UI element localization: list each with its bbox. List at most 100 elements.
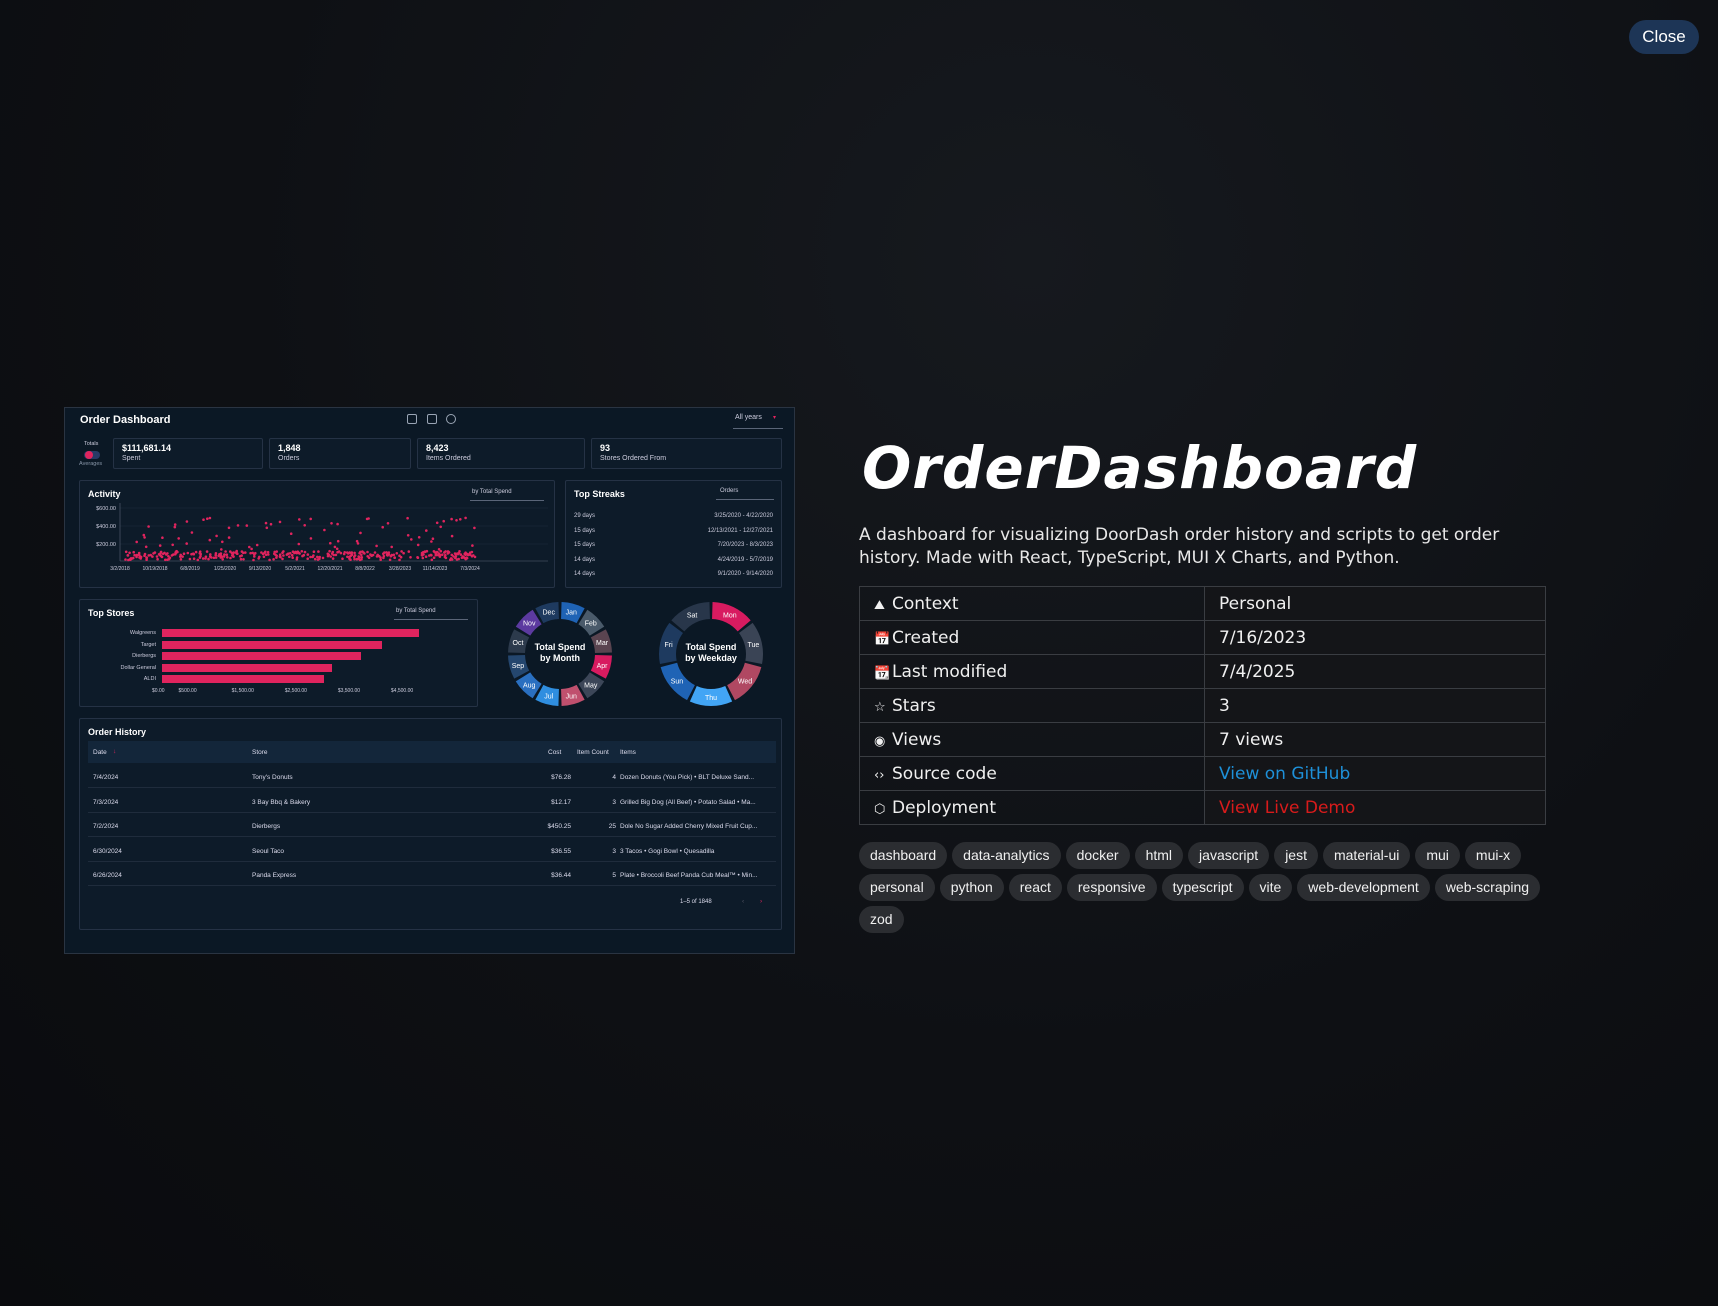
activity-point (198, 550, 202, 553)
weekday-donut: Mon Tue Wed Thu Sun Fri Sat Total Spend by Wee… (659, 602, 763, 706)
preview-title: Order Dashboard (80, 414, 171, 426)
averages-label: Averages (79, 461, 103, 467)
row-cost: $12.17 (551, 798, 571, 806)
meta-value: View on GitHub (1204, 756, 1546, 791)
activity-x-tick: 6/8/2019 (180, 566, 200, 572)
tag-chip[interactable]: dashboard (859, 842, 948, 869)
activity-point (439, 525, 443, 529)
activity-point (264, 521, 268, 525)
activity-point (393, 556, 396, 559)
meta-value: View Live Demo (1204, 790, 1546, 825)
donut-label: Fri (665, 642, 674, 649)
tag-chip[interactable]: docker (1065, 842, 1130, 869)
activity-point (356, 542, 360, 545)
row-cost: $36.44 (551, 872, 571, 879)
activity-point (334, 553, 338, 557)
meta-value: 7 views (1204, 722, 1546, 757)
calendar-icon: 📅 (874, 631, 891, 647)
donut-label: Sep (512, 663, 525, 670)
tag-chip[interactable]: python (939, 874, 1004, 901)
tag-chip[interactable]: personal (859, 874, 935, 901)
activity-point (227, 526, 231, 530)
star-icon: ☆ (874, 699, 886, 715)
activity-point (206, 517, 209, 520)
github-link[interactable]: View on GitHub (1219, 763, 1351, 784)
activity-point (149, 553, 152, 557)
meta-row: ◉ Views 7 views (859, 722, 1546, 757)
chevron-right-icon[interactable]: › (760, 898, 763, 905)
meta-row: ⬡ Deployment View Live Demo (859, 790, 1546, 825)
chevron-left-icon[interactable]: ‹ (742, 898, 745, 905)
activity-x-tick: 3/2/2018 (110, 566, 130, 572)
streak-range: 7/20/2023 - 8/3/2023 (717, 542, 773, 548)
activity-point (235, 551, 238, 555)
code-icon: ‹› (874, 767, 885, 783)
meta-value: Personal (1204, 586, 1546, 621)
tag-chip[interactable]: data-analytics (952, 842, 1061, 869)
activity-y-tick: $200.00 (96, 542, 116, 548)
tag-chip[interactable]: html (1134, 842, 1184, 869)
activity-point (179, 558, 183, 561)
tag-chip[interactable]: typescript (1161, 874, 1244, 901)
activity-point (361, 550, 364, 553)
tag-chip[interactable]: javascript (1188, 842, 1270, 869)
activity-point (264, 553, 268, 556)
tag-chip[interactable]: mui-x (1464, 842, 1522, 869)
tag-chip[interactable]: material-ui (1322, 842, 1411, 869)
activity-point (289, 532, 293, 535)
row-date: 7/4/2024 (93, 774, 119, 781)
activity-point (126, 554, 130, 557)
row-divider (88, 885, 776, 886)
store-bar (162, 663, 332, 672)
activity-point (145, 556, 148, 559)
activity-point (192, 552, 196, 556)
tag-chip[interactable]: vite (1248, 874, 1293, 901)
close-button[interactable]: Close (1629, 20, 1699, 54)
activity-point (398, 554, 401, 557)
activity-point (336, 539, 340, 543)
tag-chip[interactable]: responsive (1066, 874, 1157, 901)
activity-point (208, 516, 212, 520)
tag-chip[interactable]: web-scraping (1434, 874, 1541, 901)
tag-chip[interactable]: mui (1415, 842, 1460, 869)
activity-point (182, 552, 186, 555)
activity-point (128, 551, 131, 555)
activity-point (179, 555, 182, 558)
row-divider (88, 836, 776, 837)
tag-chip[interactable]: web-development (1297, 874, 1430, 901)
activity-point (266, 550, 270, 554)
activity-point (450, 553, 454, 557)
activity-point (407, 550, 411, 553)
activity-point (442, 519, 446, 523)
activity-point (379, 558, 383, 561)
sort-date-header[interactable]: Date (93, 749, 107, 756)
activity-point (473, 526, 476, 530)
activity-point (346, 552, 350, 555)
row-count: 4 (612, 774, 616, 781)
tag-chip[interactable]: jest (1274, 842, 1318, 869)
meta-value: 7/4/2025 (1204, 654, 1546, 689)
activity-point (329, 555, 332, 558)
activity-point (129, 558, 132, 561)
activity-point (124, 550, 128, 554)
tag-chip[interactable]: react (1008, 874, 1062, 901)
activity-point (278, 520, 282, 524)
donut-slice (578, 672, 605, 699)
donut-slice (712, 602, 751, 632)
activity-point (214, 552, 218, 555)
live-demo-link[interactable]: View Live Demo (1219, 797, 1356, 818)
meta-key: 📅 Created (859, 620, 1205, 655)
activity-point (275, 550, 278, 553)
row-store: Dierbergs (252, 823, 281, 830)
row-cost: $76.28 (551, 774, 571, 781)
activity-point (281, 551, 284, 554)
streak-length: 15 days (574, 542, 596, 548)
row-date: 7/2/2024 (93, 823, 119, 830)
activity-point (210, 556, 213, 559)
activity-point (321, 556, 325, 560)
activity-point (171, 543, 174, 547)
tag-chip[interactable]: zod (859, 906, 904, 933)
project-description: A dashboard for visualizing DoorDash ord… (859, 525, 1500, 568)
activity-point (432, 550, 436, 553)
store-bar (162, 629, 420, 637)
